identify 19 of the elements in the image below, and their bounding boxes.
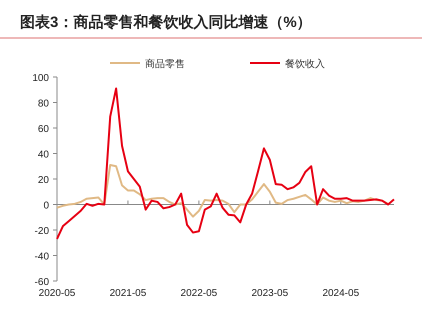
x-tick-label: 2022-05 — [180, 288, 218, 299]
y-tick-label: 40 — [38, 150, 50, 160]
legend-label: 商品零售 — [145, 58, 185, 70]
y-tick-label: 80 — [38, 98, 50, 110]
legend-label: 餐饮收入 — [285, 58, 325, 70]
x-tick-label: 2024-05 — [322, 288, 360, 299]
legend: 餐饮收入 — [250, 59, 325, 70]
chart-title: 图表3：商品零售和餐饮收入同比增速（%） — [20, 13, 312, 31]
x-tick-label: 2021-05 — [110, 288, 147, 299]
y-tick-label: 60 — [38, 124, 50, 135]
y-tick-label: 100 — [32, 73, 50, 84]
legend: 商品零售 — [110, 59, 185, 70]
y-tick-label: 20 — [38, 175, 50, 186]
y-tick-label: -40 — [34, 252, 50, 262]
y-tick-label: -20 — [34, 226, 50, 237]
x-tick-label: 2020-05 — [38, 288, 76, 299]
y-tick-label: 0 — [43, 200, 50, 212]
x-tick-label: 2023-05 — [251, 288, 289, 299]
y-tick-label: -60 — [34, 277, 50, 288]
